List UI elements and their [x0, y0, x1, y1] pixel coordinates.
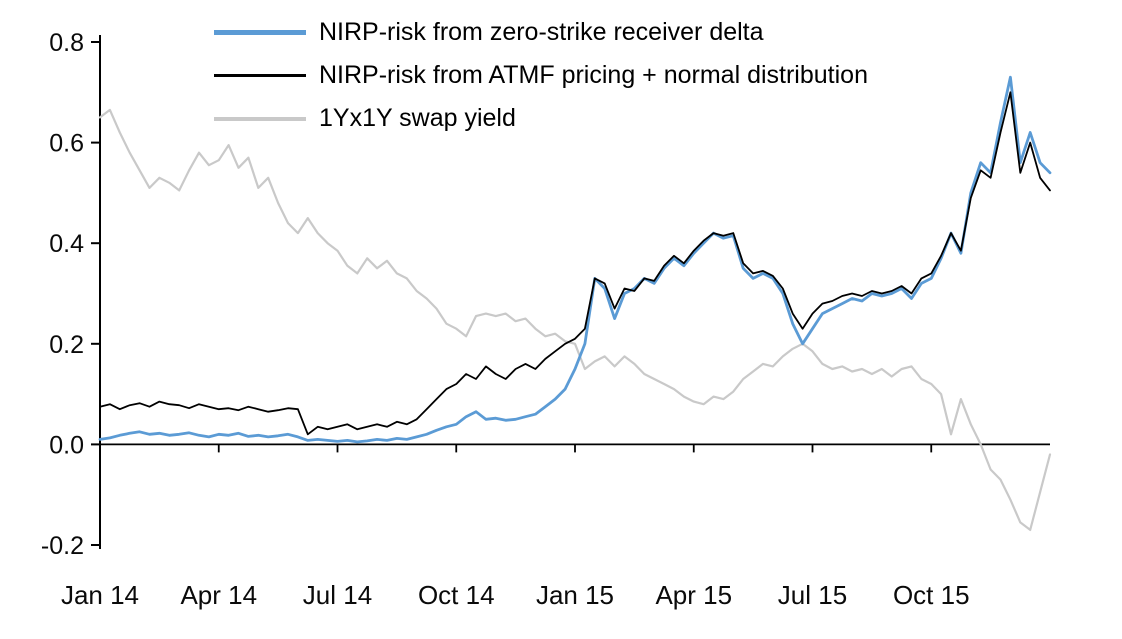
y-tick-label: 0.0	[49, 431, 84, 459]
y-tick-label: 0.6	[49, 130, 84, 158]
series-line-0	[98, 75, 1052, 444]
legend-item-swap-yield: 1Yx1Y swap yield	[214, 97, 868, 140]
x-tick-label: Apr 14	[180, 580, 257, 610]
y-tick-label: 0.2	[49, 331, 84, 359]
legend-item-zero-strike-delta: NIRP-risk from zero-strike receiver delt…	[214, 11, 868, 54]
series-line-1	[99, 91, 1051, 436]
x-tick-label: Jan 14	[61, 580, 139, 610]
x-tick-label: Apr 15	[655, 580, 732, 610]
y-tick-label: -0.2	[41, 532, 84, 560]
x-tick-label: Jul 14	[303, 580, 372, 610]
black-line-swatch	[214, 74, 306, 77]
legend-label-zero-strike-delta: NIRP-risk from zero-strike receiver delt…	[319, 18, 764, 46]
legend: NIRP-risk from zero-strike receiver delt…	[214, 11, 868, 140]
legend-label-swap-yield: 1Yx1Y swap yield	[319, 104, 516, 132]
legend-item-atmf-pricing: NIRP-risk from ATMF pricing + normal dis…	[214, 54, 868, 97]
blue-line-swatch	[214, 30, 306, 35]
legend-label-atmf-pricing: NIRP-risk from ATMF pricing + normal dis…	[319, 61, 868, 89]
y-tick-label: 0.8	[49, 29, 84, 57]
gray-line-swatch	[214, 116, 306, 121]
x-tick-label: Jan 15	[536, 580, 614, 610]
x-tick-label: Oct 15	[893, 580, 970, 610]
x-tick-label: Jul 15	[778, 580, 847, 610]
series-line-2	[98, 108, 1052, 532]
x-tick-label: Oct 14	[418, 580, 495, 610]
y-tick-label: 0.4	[49, 230, 84, 258]
